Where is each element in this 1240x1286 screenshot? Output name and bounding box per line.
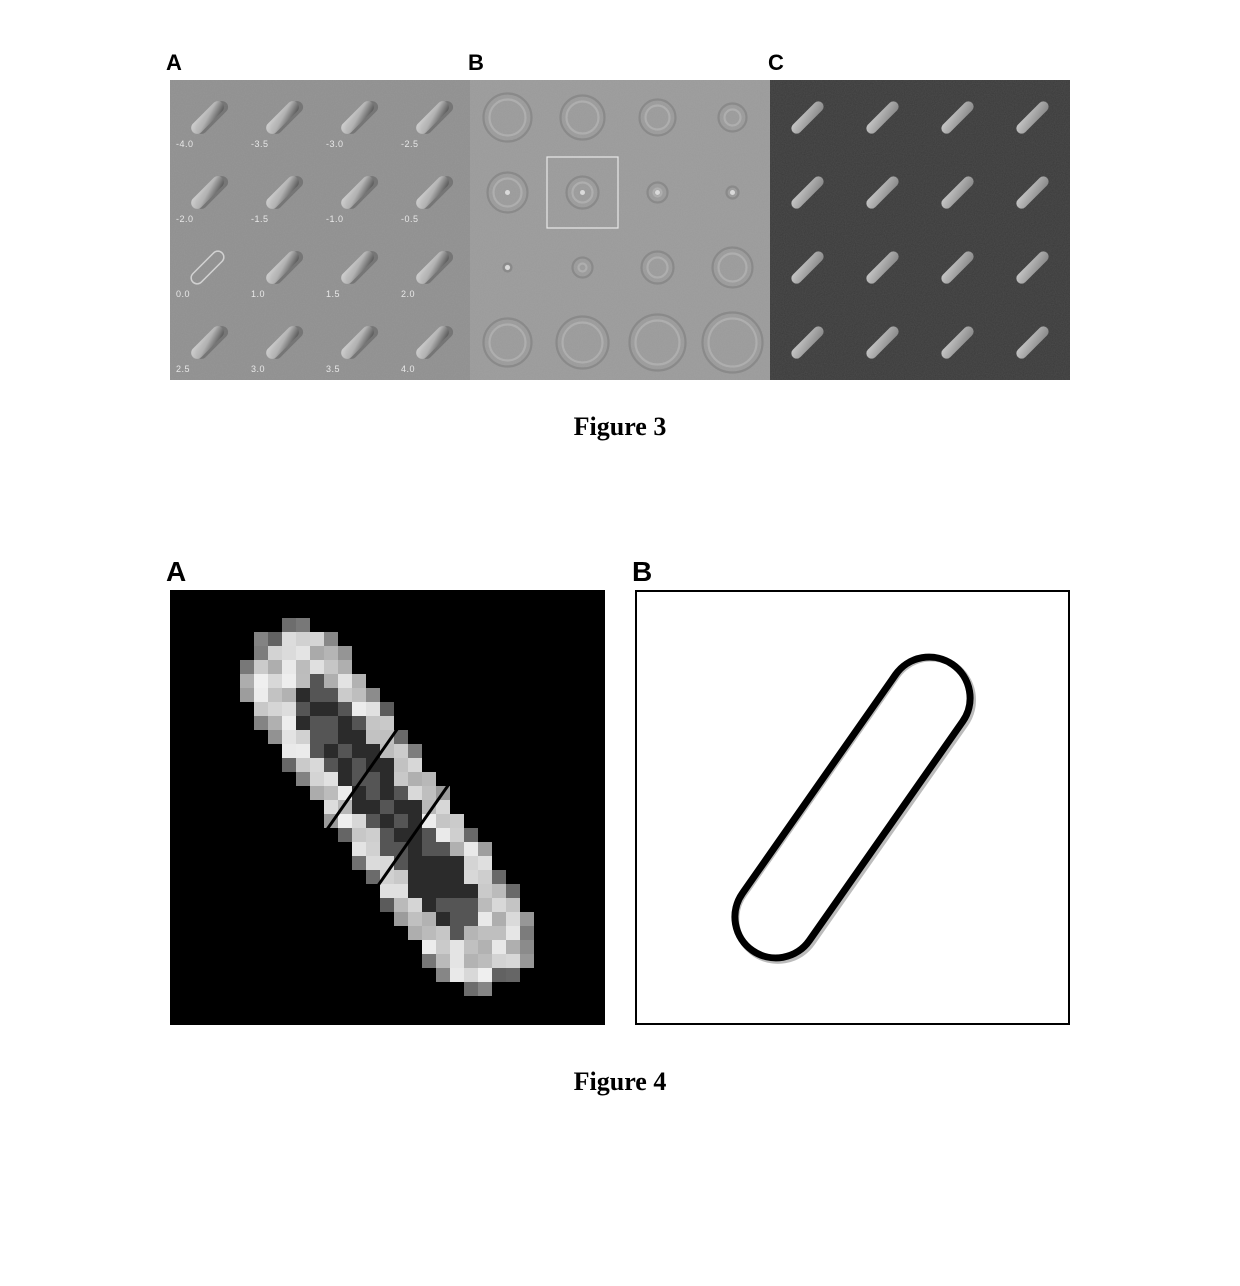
panel-a-cell-label: -3.0 (326, 139, 344, 149)
panel-a-cell: 2.0 (395, 230, 470, 305)
figure-3: A B C (170, 80, 1070, 442)
figure-4-panels (170, 590, 1070, 1025)
panel-a-cell-label: 3.0 (251, 364, 265, 374)
panel-a-cell-label: -0.5 (401, 214, 419, 224)
page: A B C (0, 0, 1240, 1286)
panel-a-cell: -3.0 (320, 80, 395, 155)
panel-a-cell-label: -1.5 (251, 214, 269, 224)
panel-a-cell-label: 2.5 (176, 364, 190, 374)
panel-label-a: A (166, 50, 182, 76)
panel-c-grid (770, 80, 1070, 380)
panel-c-cell (845, 305, 920, 380)
panel-4a-svg (170, 590, 605, 1025)
panel-a-cell: -4.0 (170, 80, 245, 155)
figure-3-panels: -4.0 -3.5 -3.0 -2.5 -2.0 -1.5 -1.0 -0.5 0.0 1.0 1.… (170, 80, 1070, 380)
panel-a-cell: 2.5 (170, 305, 245, 380)
panel-a-cell-label: 0.0 (176, 289, 190, 299)
figure-4-caption: Figure 4 (170, 1067, 1070, 1097)
figure-3-caption: Figure 3 (170, 412, 1070, 442)
panel-c-cell (845, 80, 920, 155)
panel-c-cell (770, 230, 845, 305)
panel-c-cell (770, 155, 845, 230)
figure-4: A B Figure 4 (170, 590, 1070, 1097)
panel-a-cell-label: -1.0 (326, 214, 344, 224)
panel-label-c: C (768, 50, 784, 76)
panel-c-cell (920, 305, 995, 380)
panel-4b-svg (637, 592, 1068, 1023)
panel-c-cell (845, 230, 920, 305)
panel-c-cell (995, 80, 1070, 155)
panel-c-cell (920, 230, 995, 305)
panel-c-cell (770, 80, 845, 155)
panel-a-cell: -1.0 (320, 155, 395, 230)
panel-a-cell-label: -2.5 (401, 139, 419, 149)
panel-a-cell: -3.5 (245, 80, 320, 155)
panel-label-a4: A (166, 556, 186, 588)
panel-label-b4: B (632, 556, 652, 588)
panel-a-cell: -1.5 (245, 155, 320, 230)
panel-a-cell: -2.5 (395, 80, 470, 155)
figure-3-panel-a: -4.0 -3.5 -3.0 -2.5 -2.0 -1.5 -1.0 -0.5 0.0 1.0 1.… (170, 80, 470, 380)
panel-c-cell (770, 305, 845, 380)
panel-a-cell: 1.5 (320, 230, 395, 305)
panel-a-cell-label: 2.0 (401, 289, 415, 299)
panel-a-cell-label: 1.5 (326, 289, 340, 299)
panel-c-cell (920, 80, 995, 155)
panel-a-cell: -2.0 (170, 155, 245, 230)
panel-a-cell: 3.0 (245, 305, 320, 380)
panel-a-cell-label: 1.0 (251, 289, 265, 299)
panel-a-cell: 4.0 (395, 305, 470, 380)
panel-c-cell (995, 305, 1070, 380)
panel-a-cell: 1.0 (245, 230, 320, 305)
panel-c-cell (995, 230, 1070, 305)
panel-a-cell: 0.0 (170, 230, 245, 305)
figure-3-panel-c (770, 80, 1070, 380)
panel-a-cell: 3.5 (320, 305, 395, 380)
panel-c-cell (920, 155, 995, 230)
figure-3-panel-b (470, 80, 770, 380)
panel-a-cell-label: -2.0 (176, 214, 194, 224)
panel-c-cell (995, 155, 1070, 230)
panel-a-cell-label: 3.5 (326, 364, 340, 374)
panel-c-cell (845, 155, 920, 230)
panel-a-cell-label: -3.5 (251, 139, 269, 149)
panel-a-cell-label: -4.0 (176, 139, 194, 149)
panel-a-cell-label: 4.0 (401, 364, 415, 374)
figure-4-panel-b (635, 590, 1070, 1025)
panel-label-b: B (468, 50, 484, 76)
panel-a-cell: -0.5 (395, 155, 470, 230)
figure-4-panel-a (170, 590, 605, 1025)
panel-b-svg (470, 80, 770, 380)
panel-a-grid: -4.0 -3.5 -3.0 -2.5 -2.0 -1.5 -1.0 -0.5 0.0 1.0 1.… (170, 80, 470, 380)
